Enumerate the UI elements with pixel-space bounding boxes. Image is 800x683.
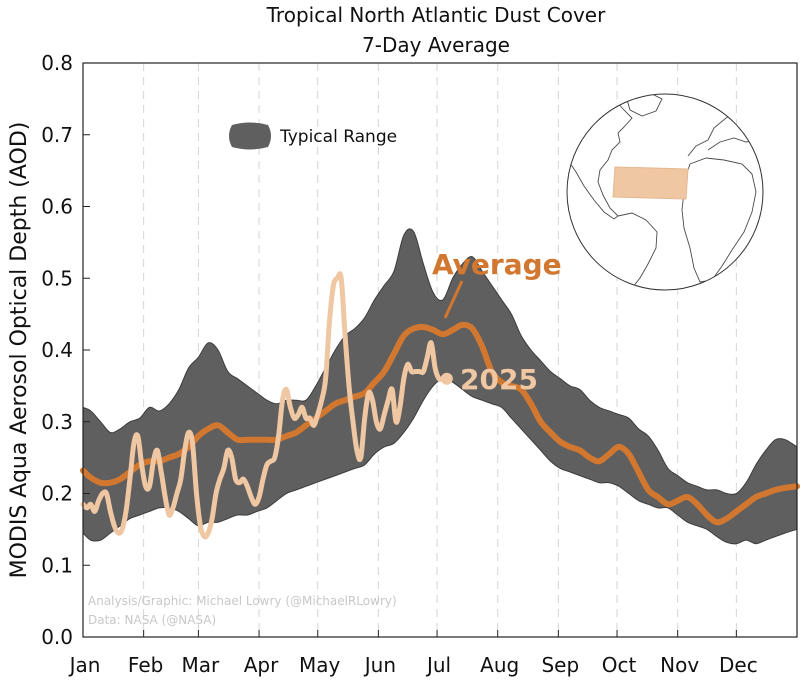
- series-lines: [80, 271, 800, 540]
- x-tick-label-apr: Apr: [244, 653, 279, 677]
- x-tick-label-feb: Feb: [128, 653, 163, 677]
- y-tick-label: 0.6: [41, 195, 73, 219]
- chart-title: Tropical North Atlantic Dust Cover: [266, 3, 606, 27]
- x-tick-label-mar: Mar: [182, 653, 221, 677]
- year-2025-line: [80, 271, 450, 540]
- y-tick-label: 0.5: [41, 266, 73, 290]
- year-2025-endpoint: [440, 372, 453, 385]
- y-tick-label: 0.1: [41, 553, 73, 577]
- x-tick-label-aug: Aug: [480, 653, 519, 677]
- x-tick-label-dec: Dec: [719, 653, 758, 677]
- x-tick-label-nov: Nov: [660, 653, 699, 677]
- y-tick-label: 0.8: [41, 51, 73, 75]
- year-label: 2025: [460, 363, 538, 396]
- y-axis-label: MODIS Aqua Aerosol Optical Depth (AOD): [7, 122, 32, 579]
- credit-analysis: Analysis/Graphic: Michael Lowry (@Michae…: [88, 594, 397, 608]
- chart-subtitle: 7-Day Average: [362, 33, 510, 57]
- y-tick-label: 0.0: [41, 625, 73, 649]
- south-america-outline: [617, 212, 658, 289]
- legend: Typical Range: [229, 122, 397, 150]
- y-tick-label: 0.7: [41, 123, 73, 147]
- x-tick-label-jun: Jun: [363, 653, 396, 677]
- y-tick-label: 0.3: [41, 410, 73, 434]
- x-tick-label-jan: Jan: [68, 653, 101, 677]
- y-tick-labels: 0.0 0.1 0.2 0.3 0.4 0.5 0.6 0.7 0.8: [41, 51, 90, 649]
- y-tick-label: 0.2: [41, 482, 73, 506]
- tropical-atlantic-region: [612, 166, 689, 200]
- north-america-outline: [567, 96, 633, 220]
- greenland-outline: [625, 94, 663, 117]
- average-label: Average: [432, 248, 562, 281]
- y-tick-label: 0.4: [41, 338, 73, 362]
- average-line: [80, 321, 800, 526]
- x-tick-labels: Jan Feb Mar Apr May Jun Jul Aug Sep Oct Nov Dec: [68, 630, 758, 677]
- legend-label-typical-range: Typical Range: [279, 127, 397, 147]
- africa-outline: [681, 157, 757, 283]
- average-label-leader: [443, 280, 464, 319]
- series-annotations: Average 2025: [432, 248, 562, 396]
- x-tick-label-sep: Sep: [541, 653, 579, 677]
- x-tick-label-oct: Oct: [602, 653, 637, 677]
- credit-data: Data: NASA (@NASA): [88, 613, 216, 627]
- x-tick-label-may: May: [299, 653, 341, 677]
- x-tick-label-jul: Jul: [425, 653, 451, 677]
- legend-swatch-typical-range: [229, 122, 271, 150]
- globe-inset: [566, 93, 764, 291]
